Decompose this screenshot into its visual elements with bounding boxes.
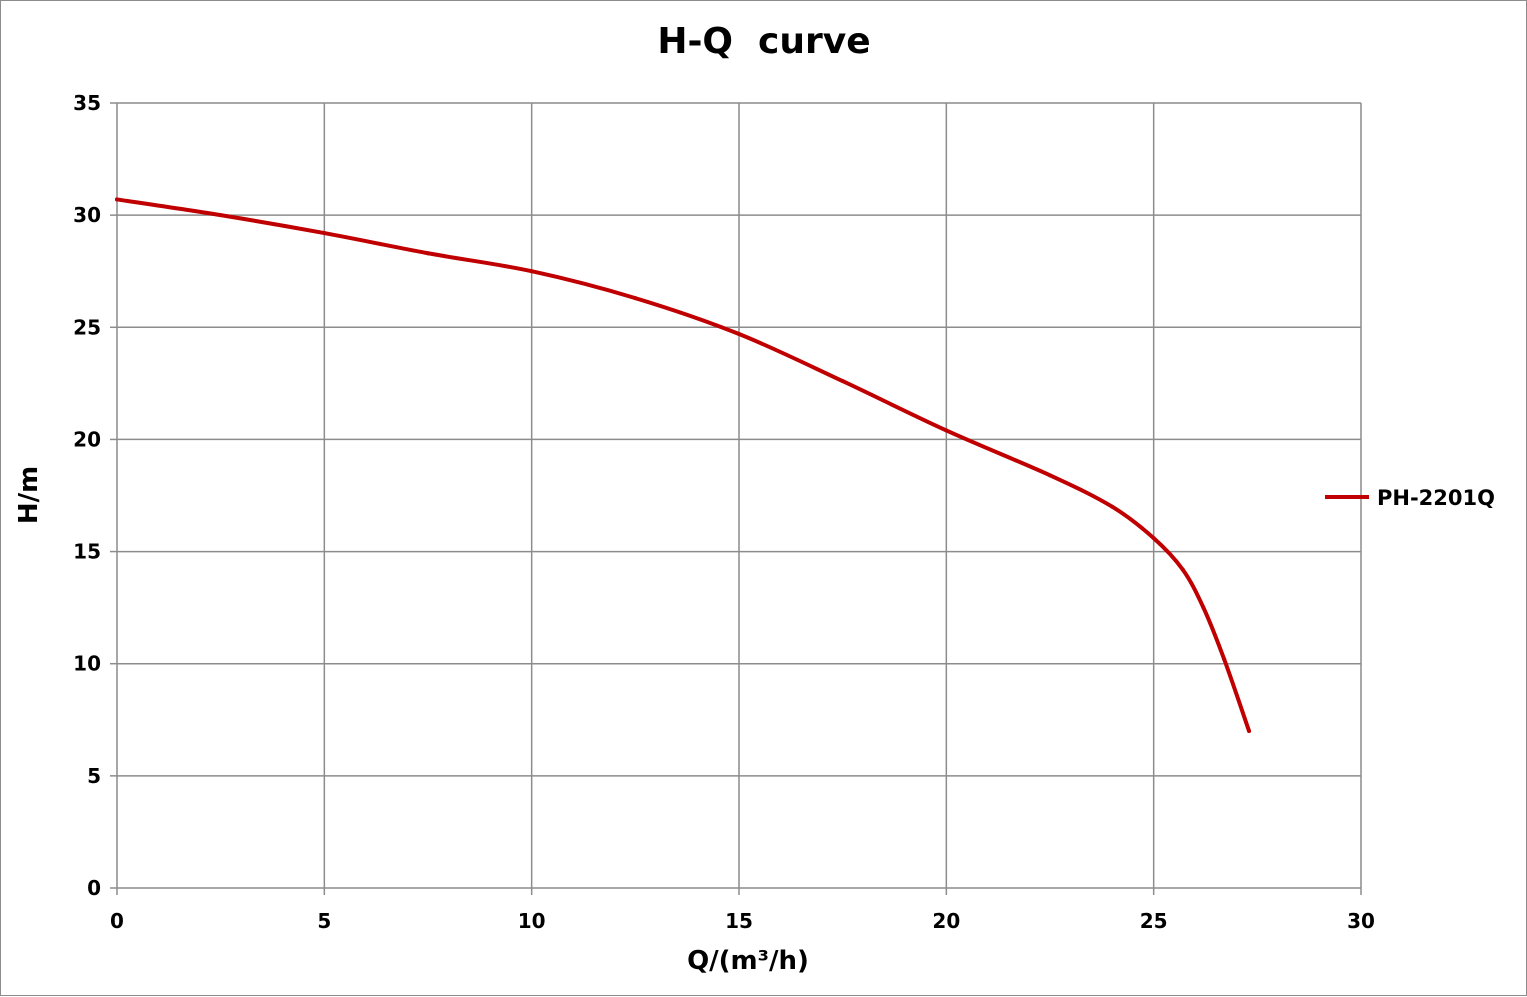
data-point bbox=[218, 213, 223, 218]
data-point bbox=[737, 332, 741, 337]
y-tick-label: 15 bbox=[73, 540, 101, 564]
chart-title: H-Q curve bbox=[657, 21, 870, 62]
y-tick-label: 20 bbox=[73, 427, 101, 451]
data-point bbox=[1222, 657, 1227, 662]
y-tick-label: 5 bbox=[87, 764, 101, 788]
data-point bbox=[115, 197, 119, 202]
series-layer bbox=[115, 197, 1252, 733]
x-tick-label: 20 bbox=[932, 909, 960, 933]
legend: PH-2201Q bbox=[1325, 486, 1495, 510]
x-tick-label: 10 bbox=[518, 909, 546, 933]
data-point bbox=[1180, 567, 1185, 572]
data-point bbox=[1110, 504, 1115, 509]
y-axis-title: H/m bbox=[14, 466, 44, 524]
x-tick-label: 5 bbox=[317, 909, 331, 933]
x-tick-label: 30 bbox=[1347, 909, 1375, 933]
data-point bbox=[322, 231, 327, 236]
x-tick-label: 0 bbox=[110, 909, 124, 933]
y-tick-label: 30 bbox=[73, 203, 101, 227]
x-tick-label: 15 bbox=[725, 909, 753, 933]
data-point bbox=[633, 296, 638, 301]
data-point bbox=[426, 251, 430, 256]
data-point bbox=[840, 379, 845, 384]
y-tick-label: 0 bbox=[87, 876, 101, 900]
x-axis-title: Q/(m³/h) bbox=[687, 946, 809, 976]
y-tick-label: 10 bbox=[73, 652, 101, 676]
series-line bbox=[115, 197, 1252, 733]
data-point bbox=[1151, 536, 1156, 541]
y-tick-label: 25 bbox=[73, 315, 101, 339]
x-tick-label: 25 bbox=[1140, 909, 1168, 933]
grid bbox=[110, 102, 1362, 895]
legend-label: PH-2201Q bbox=[1377, 486, 1495, 510]
tick-labels: 0 5 10 15 20 25 30 0 5 10 15 20 25 30 35 bbox=[73, 91, 1375, 933]
data-point bbox=[944, 428, 949, 433]
data-point bbox=[1247, 729, 1252, 733]
data-point bbox=[1201, 605, 1206, 610]
data-point bbox=[529, 269, 534, 274]
data-point bbox=[1048, 473, 1052, 478]
y-tick-label: 35 bbox=[73, 91, 101, 115]
